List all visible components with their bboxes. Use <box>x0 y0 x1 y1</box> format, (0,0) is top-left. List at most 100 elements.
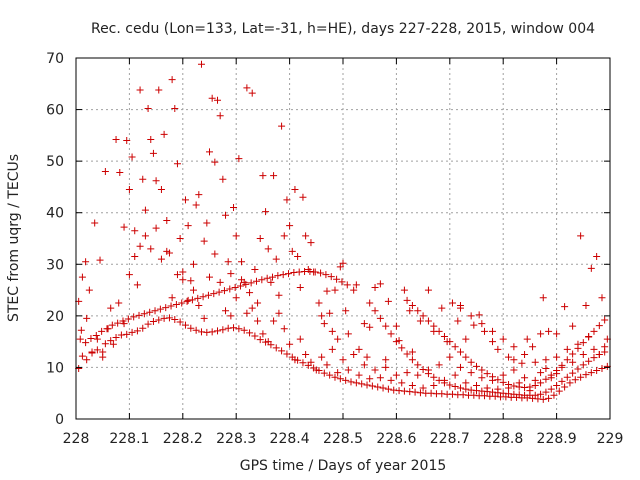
data-point <box>579 351 587 359</box>
data-point <box>419 384 427 392</box>
data-point <box>262 208 270 216</box>
data-point <box>462 335 470 343</box>
data-point <box>256 336 264 344</box>
data-point <box>400 286 408 294</box>
data-point <box>247 279 255 287</box>
data-point <box>539 395 547 403</box>
data-point <box>598 294 606 302</box>
data-point <box>440 376 448 384</box>
data-point <box>328 327 336 335</box>
data-point <box>344 366 352 374</box>
data-point <box>135 311 143 319</box>
data-point <box>236 282 244 290</box>
data-point <box>587 369 595 377</box>
data-point <box>195 302 203 310</box>
data-point <box>272 255 280 263</box>
data-point <box>473 362 480 370</box>
data-point <box>390 386 398 394</box>
data-point <box>178 299 186 307</box>
x-tick-label: 228 <box>63 431 90 447</box>
data-point <box>376 314 384 322</box>
data-point <box>310 268 318 276</box>
x-tick-label: 228.6 <box>376 431 416 447</box>
data-point <box>231 283 239 291</box>
data-point <box>371 307 379 315</box>
data-point <box>155 86 163 94</box>
axis-ticks: 228 228.1 228.2 228.3 228.4 228.5 228.6 228.7 22… <box>46 51 623 447</box>
data-point <box>82 258 90 266</box>
data-point <box>139 324 147 332</box>
data-point <box>467 386 475 394</box>
data-point <box>601 316 609 324</box>
data-point <box>563 356 571 364</box>
data-point <box>167 302 175 310</box>
data-point <box>156 305 164 313</box>
data-point <box>192 201 200 209</box>
data-point <box>478 387 486 395</box>
data-point <box>165 314 173 322</box>
data-point <box>419 365 427 373</box>
data-point <box>270 172 278 180</box>
data-point <box>302 351 310 359</box>
data-point <box>446 381 454 389</box>
data-point <box>435 361 443 369</box>
data-point <box>350 351 358 359</box>
data-point <box>470 391 478 399</box>
data-point <box>505 384 513 392</box>
data-point <box>537 390 545 398</box>
y-tick-label: 10 <box>46 360 64 376</box>
data-point <box>222 211 230 219</box>
data-point <box>424 366 432 374</box>
data-point <box>467 312 475 320</box>
data-point <box>264 245 272 253</box>
data-point <box>99 353 107 361</box>
data-point <box>187 324 195 332</box>
data-point <box>440 332 448 340</box>
data-point <box>494 385 502 393</box>
data-point <box>510 366 518 374</box>
data-point <box>78 352 86 360</box>
data-point <box>173 160 181 168</box>
data-point <box>326 371 334 379</box>
data-point <box>171 315 179 323</box>
data-point <box>376 280 384 288</box>
data-point <box>478 374 486 382</box>
data-point <box>582 371 590 379</box>
data-point <box>152 177 160 185</box>
data-point <box>259 330 267 338</box>
grid-lines <box>76 58 610 419</box>
data-point <box>123 330 131 338</box>
data-point <box>160 314 168 322</box>
data-point <box>590 354 598 362</box>
data-point <box>288 247 296 255</box>
data-point <box>475 311 483 319</box>
data-point <box>224 324 232 332</box>
data-point <box>376 374 384 382</box>
data-point <box>230 204 238 212</box>
data-point <box>443 338 451 346</box>
data-point <box>124 315 132 323</box>
data-point <box>558 377 566 385</box>
data-point <box>403 296 411 304</box>
data-point <box>499 378 507 386</box>
data-point <box>128 328 136 336</box>
data-point <box>93 346 101 354</box>
data-point <box>216 112 224 120</box>
data-point <box>219 326 227 334</box>
data-point <box>125 186 133 194</box>
x-tick-label: 228.7 <box>430 431 470 447</box>
data-point <box>294 253 302 261</box>
data-point <box>87 335 95 343</box>
data-point <box>456 363 464 371</box>
data-point <box>414 307 422 315</box>
data-point <box>483 370 491 378</box>
data-point <box>456 348 464 356</box>
data-point <box>192 326 200 334</box>
data-point <box>183 297 191 305</box>
data-point <box>398 344 406 352</box>
data-point <box>149 149 157 157</box>
data-point <box>117 331 125 339</box>
y-tick-label: 70 <box>46 51 64 67</box>
data-point <box>379 384 387 392</box>
data-point <box>263 274 271 282</box>
